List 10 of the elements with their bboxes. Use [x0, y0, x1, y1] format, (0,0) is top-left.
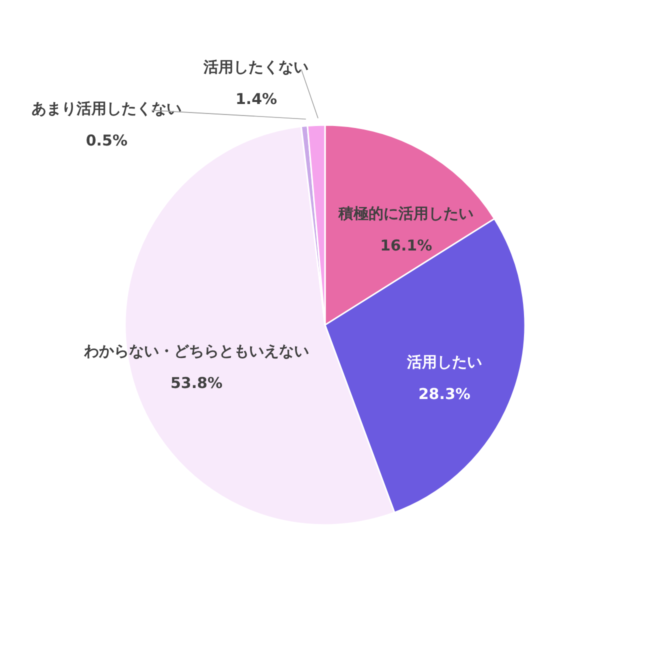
data-label: 1.4% [235, 90, 278, 108]
data-label: 28.3% [418, 384, 470, 403]
data-label: 0.5% [86, 131, 128, 150]
data-label: 53.8% [170, 374, 222, 392]
slice-label: あまり活用したくない [32, 99, 182, 118]
slice-label: 活用したくない [202, 58, 309, 76]
slice-label: わからない・どちらともいえない [82, 342, 309, 360]
data-label: 16.1% [380, 236, 432, 254]
slice-label: 活用したい [406, 352, 482, 371]
slice-label: 積極的に活用したい [338, 204, 474, 222]
